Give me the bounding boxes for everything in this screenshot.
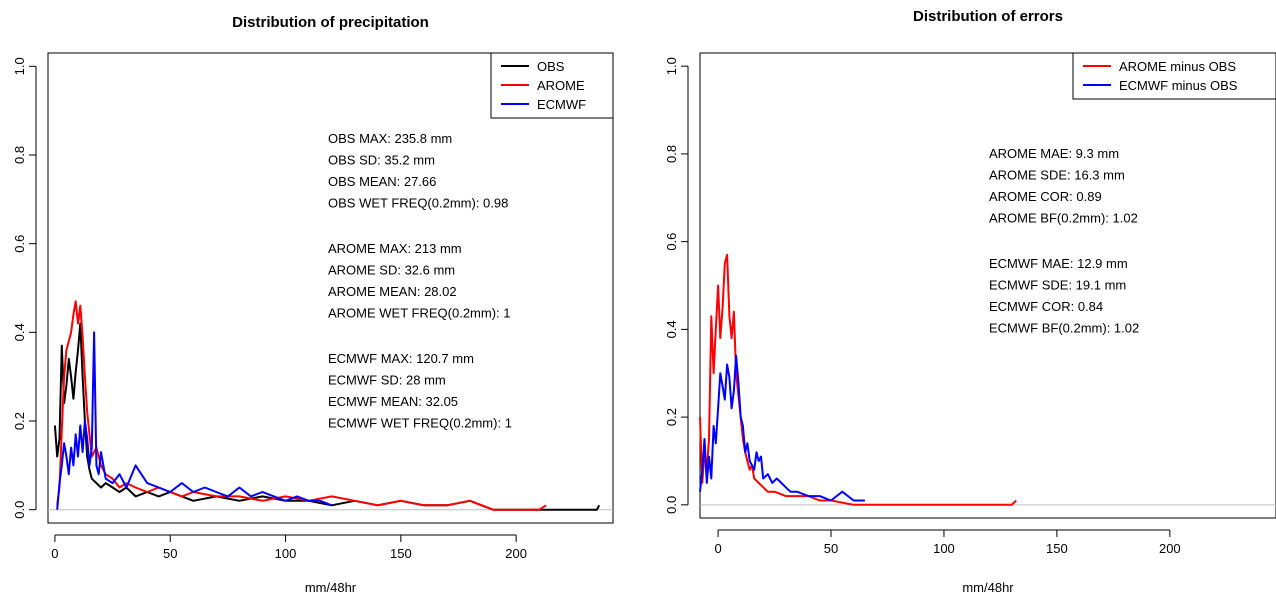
x-axis-label: mm/48hr <box>962 580 1014 595</box>
stat-annotation: OBS SD: 35.2 mm <box>328 153 435 168</box>
plot-frame <box>699 52 1276 519</box>
legend-label: ECMWF minus OBS <box>1119 78 1238 93</box>
stat-annotation: AROME SDE: 16.3 mm <box>989 168 1125 183</box>
stat-annotation: AROME SD: 32.6 mm <box>328 263 455 278</box>
y-tick-label: 0.8 <box>12 146 27 164</box>
y-tick-label: 0.8 <box>664 145 679 163</box>
x-tick-label: 100 <box>275 546 297 561</box>
x-tick-label: 0 <box>714 541 721 556</box>
legend-label: AROME <box>537 78 585 93</box>
legend-label: ECMWF <box>537 97 586 112</box>
stat-annotation: ECMWF SDE: 19.1 mm <box>989 278 1126 293</box>
precipitation-distribution-chart: Distribution of precipitation 0 50 100 150 20… <box>12 14 614 595</box>
stat-annotation: AROME COR: 0.89 <box>989 189 1102 204</box>
stat-annotation: ECMWF MAE: 12.9 mm <box>989 256 1128 271</box>
x-tick-label: 150 <box>390 546 412 561</box>
series-line-ecmwf <box>56 331 333 510</box>
stat-annotation: ECMWF SD: 28 mm <box>328 373 446 388</box>
stat-annotation: AROME MEAN: 28.02 <box>328 284 457 299</box>
y-tick-label: 1.0 <box>12 57 27 75</box>
x-tick-label: 200 <box>505 546 527 561</box>
stat-annotation: ECMWF BF(0.2mm): 1.02 <box>989 321 1139 336</box>
stat-annotation: AROME BF(0.2mm): 1.02 <box>989 211 1138 226</box>
stat-annotation: AROME MAX: 213 mm <box>328 241 462 256</box>
y-tick-label: 1.0 <box>664 57 679 75</box>
y-tick-label: 0.0 <box>12 501 27 519</box>
chart-title: Distribution of precipitation <box>232 14 429 31</box>
stat-annotation: ECMWF WET FREQ(0.2mm): 1 <box>328 416 512 431</box>
series-line-ecmwf-minus-obs <box>699 354 865 502</box>
x-tick-label: 150 <box>1046 541 1068 556</box>
y-tick-label: 0.2 <box>664 408 679 426</box>
stat-annotation: ECMWF COR: 0.84 <box>989 299 1103 314</box>
stat-annotation: AROME MAE: 9.3 mm <box>989 146 1119 161</box>
series-line-arome <box>56 300 547 511</box>
y-tick-label: 0.4 <box>12 323 27 341</box>
stat-annotation: OBS WET FREQ(0.2mm): 0.98 <box>328 196 508 211</box>
stat-annotation: AROME WET FREQ(0.2mm): 1 <box>328 306 511 321</box>
error-distribution-chart: Distribution of errors 0 50 100 150 200 0.0 0.2… <box>664 8 1276 595</box>
x-tick-label: 0 <box>51 546 58 561</box>
x-axis-label: mm/48hr <box>305 580 357 595</box>
chart-title: Distribution of errors <box>913 8 1063 25</box>
x-tick-label: 100 <box>933 541 955 556</box>
y-tick-label: 0.2 <box>12 412 27 430</box>
stat-annotation: OBS MAX: 235.8 mm <box>328 131 452 146</box>
legend-label: OBS <box>537 59 565 74</box>
y-tick-label: 0.0 <box>664 496 679 514</box>
stat-annotation: ECMWF MAX: 120.7 mm <box>328 351 474 366</box>
series-line-arome-minus-obs <box>699 253 1017 506</box>
x-tick-label: 50 <box>824 541 838 556</box>
y-tick-label: 0.6 <box>664 233 679 251</box>
y-tick-label: 0.6 <box>12 235 27 253</box>
plot-frame <box>47 52 614 524</box>
legend-box <box>1072 52 1276 100</box>
y-tick-label: 0.4 <box>664 320 679 338</box>
x-tick-label: 50 <box>163 546 177 561</box>
stat-annotation: ECMWF MEAN: 32.05 <box>328 394 458 409</box>
legend-label: AROME minus OBS <box>1119 59 1236 74</box>
x-tick-label: 200 <box>1159 541 1181 556</box>
stat-annotation: OBS MEAN: 27.66 <box>328 174 436 189</box>
